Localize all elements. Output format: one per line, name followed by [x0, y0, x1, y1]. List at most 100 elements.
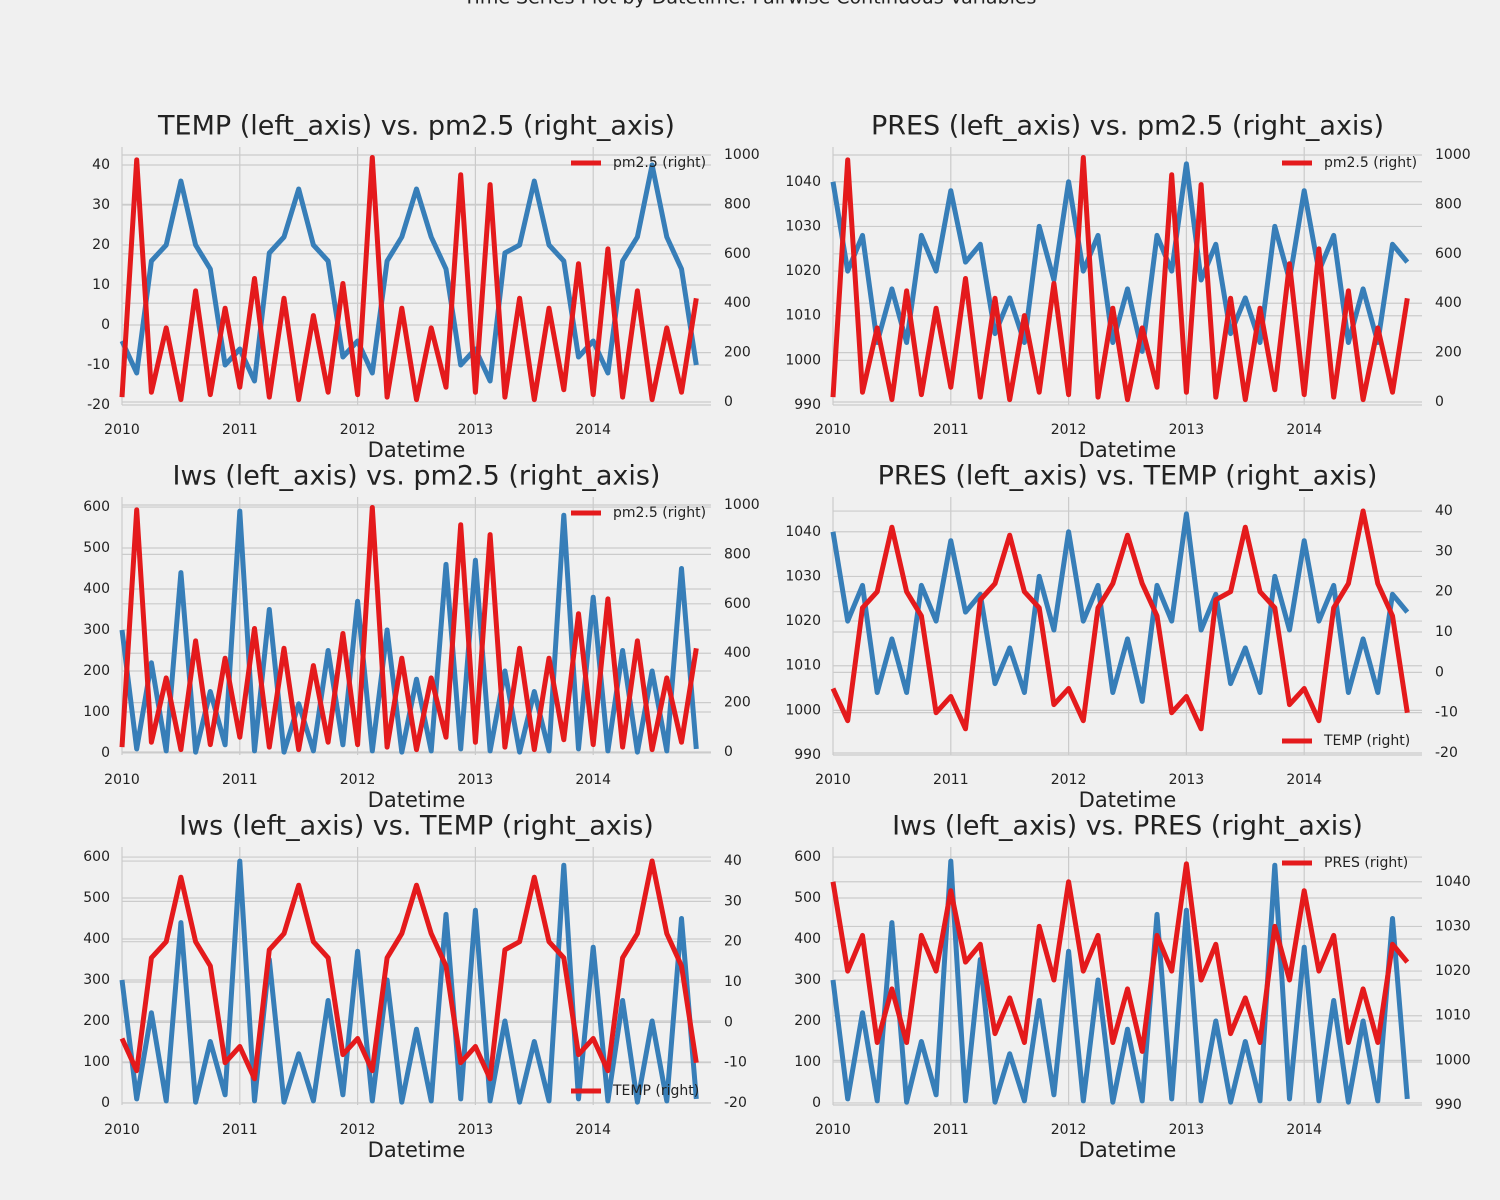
y-tick-label: 400: [83, 931, 110, 947]
y2-tick-label: 800: [724, 546, 751, 562]
x-tick-label: 2012: [340, 772, 376, 788]
chart-title: Iws (left_axis) vs. PRES (right_axis): [892, 811, 1363, 842]
x-tick-label: 2011: [933, 1122, 969, 1138]
y2-tick-label: 400: [1435, 295, 1462, 311]
y-tick-label: 30: [92, 197, 110, 213]
x-tick-label: 2014: [575, 1122, 611, 1138]
x-axis-label: Datetime: [368, 438, 466, 462]
y2-tick-label: 990: [1435, 1097, 1462, 1113]
x-tick-label: 2011: [933, 422, 969, 438]
y2-tick-label: 10: [1435, 624, 1453, 640]
chart-title: Iws (left_axis) vs. pm2.5 (right_axis): [173, 461, 661, 492]
y-tick-label: 1000: [785, 702, 821, 718]
y-tick-label: 200: [83, 1013, 110, 1029]
series-line: [830, 511, 1410, 704]
x-tick-label: 2013: [1169, 422, 1205, 438]
series-line: [119, 162, 699, 384]
y-tick-label: 200: [794, 1013, 821, 1029]
y-tick-label: -10: [87, 357, 110, 373]
x-tick-label: 2014: [575, 772, 611, 788]
legend-label: pm2.5 (right): [613, 155, 706, 171]
y2-tick-label: 1020: [1435, 963, 1471, 979]
y-tick-label: 0: [101, 745, 110, 761]
x-tick-label: 2010: [815, 422, 851, 438]
y2-tick-label: 20: [724, 934, 742, 950]
y2-tick-label: 1010: [1435, 1008, 1471, 1024]
x-axis-label: Datetime: [1079, 788, 1177, 812]
y-tick-label: 1040: [785, 524, 821, 540]
x-tick-label: 2013: [458, 422, 494, 438]
series-line: [830, 861, 1410, 1054]
y2-tick-label: -10: [724, 1055, 747, 1071]
series-line: [830, 508, 1410, 732]
x-tick-label: 2013: [458, 772, 494, 788]
y-tick-label: -20: [87, 397, 110, 413]
y2-tick-label: 1000: [724, 147, 760, 163]
y2-tick-label: 0: [724, 744, 733, 760]
x-tick-label: 2012: [1051, 1122, 1087, 1138]
chart-title: TEMP (left_axis) vs. pm2.5 (right_axis): [157, 111, 675, 142]
x-tick-label: 2010: [815, 772, 851, 788]
x-tick-label: 2014: [1286, 772, 1322, 788]
y-tick-label: 1000: [785, 352, 821, 368]
y2-tick-label: 1000: [1435, 147, 1471, 163]
y-tick-label: 1020: [785, 613, 821, 629]
y-tick-label: 1030: [785, 568, 821, 584]
x-tick-label: 2012: [1051, 772, 1087, 788]
x-axis-label: Datetime: [368, 788, 466, 812]
y-tick-label: 500: [794, 890, 821, 906]
x-tick-label: 2013: [458, 1122, 494, 1138]
y2-tick-label: 1000: [1435, 1052, 1471, 1068]
x-tick-label: 2011: [222, 422, 258, 438]
y-tick-label: 500: [83, 890, 110, 906]
y2-tick-label: 1000: [724, 497, 760, 513]
y-tick-label: 0: [812, 1095, 821, 1111]
series-line: [119, 155, 699, 403]
y-tick-label: 1030: [785, 218, 821, 234]
y-tick-label: 600: [83, 499, 110, 515]
y-tick-label: 1040: [785, 174, 821, 190]
series-line: [830, 858, 1410, 1105]
y2-tick-label: 10: [724, 974, 742, 990]
y-tick-label: 0: [101, 317, 110, 333]
y-tick-label: 20: [92, 237, 110, 253]
y2-tick-label: 600: [1435, 246, 1462, 262]
series-line: [830, 161, 1410, 354]
y2-tick-label: 0: [724, 394, 733, 410]
y-tick-label: 300: [83, 622, 110, 638]
y-tick-label: 500: [83, 540, 110, 556]
y2-tick-label: 200: [724, 695, 751, 711]
x-tick-label: 2014: [575, 422, 611, 438]
y-tick-label: 400: [794, 931, 821, 947]
y2-tick-label: 0: [724, 1014, 733, 1030]
x-tick-label: 2012: [1051, 422, 1087, 438]
y-tick-label: 10: [92, 277, 110, 293]
chart-title: PRES (left_axis) vs. TEMP (right_axis): [878, 461, 1378, 492]
x-tick-label: 2010: [104, 772, 140, 788]
y2-tick-label: 20: [1435, 584, 1453, 600]
x-tick-label: 2011: [222, 1122, 258, 1138]
x-tick-label: 2013: [1169, 772, 1205, 788]
y2-tick-label: 600: [724, 246, 751, 262]
y2-tick-label: 0: [1435, 394, 1444, 410]
y2-tick-label: -20: [724, 1095, 747, 1111]
y2-tick-label: 30: [1435, 543, 1453, 559]
y2-tick-label: 0: [1435, 664, 1444, 680]
series-line: [119, 858, 699, 1082]
y-tick-label: 600: [83, 849, 110, 865]
x-tick-label: 2010: [104, 422, 140, 438]
y2-tick-label: 1040: [1435, 874, 1471, 890]
y2-tick-label: 200: [1435, 345, 1462, 361]
y2-tick-label: 400: [724, 645, 751, 661]
x-tick-label: 2014: [1286, 1122, 1322, 1138]
figure-title: Time Series Plot by Datetime: Pairwise C…: [463, 0, 1037, 9]
y-tick-label: 100: [794, 1054, 821, 1070]
y2-tick-label: 40: [724, 853, 742, 869]
x-tick-label: 2010: [815, 1122, 851, 1138]
chart-title: Iws (left_axis) vs. TEMP (right_axis): [179, 811, 654, 842]
x-tick-label: 2011: [933, 772, 969, 788]
y-tick-label: 200: [83, 663, 110, 679]
legend-label: TEMP (right): [1323, 733, 1410, 749]
legend-label: pm2.5 (right): [1324, 155, 1417, 171]
y-tick-label: 400: [83, 581, 110, 597]
